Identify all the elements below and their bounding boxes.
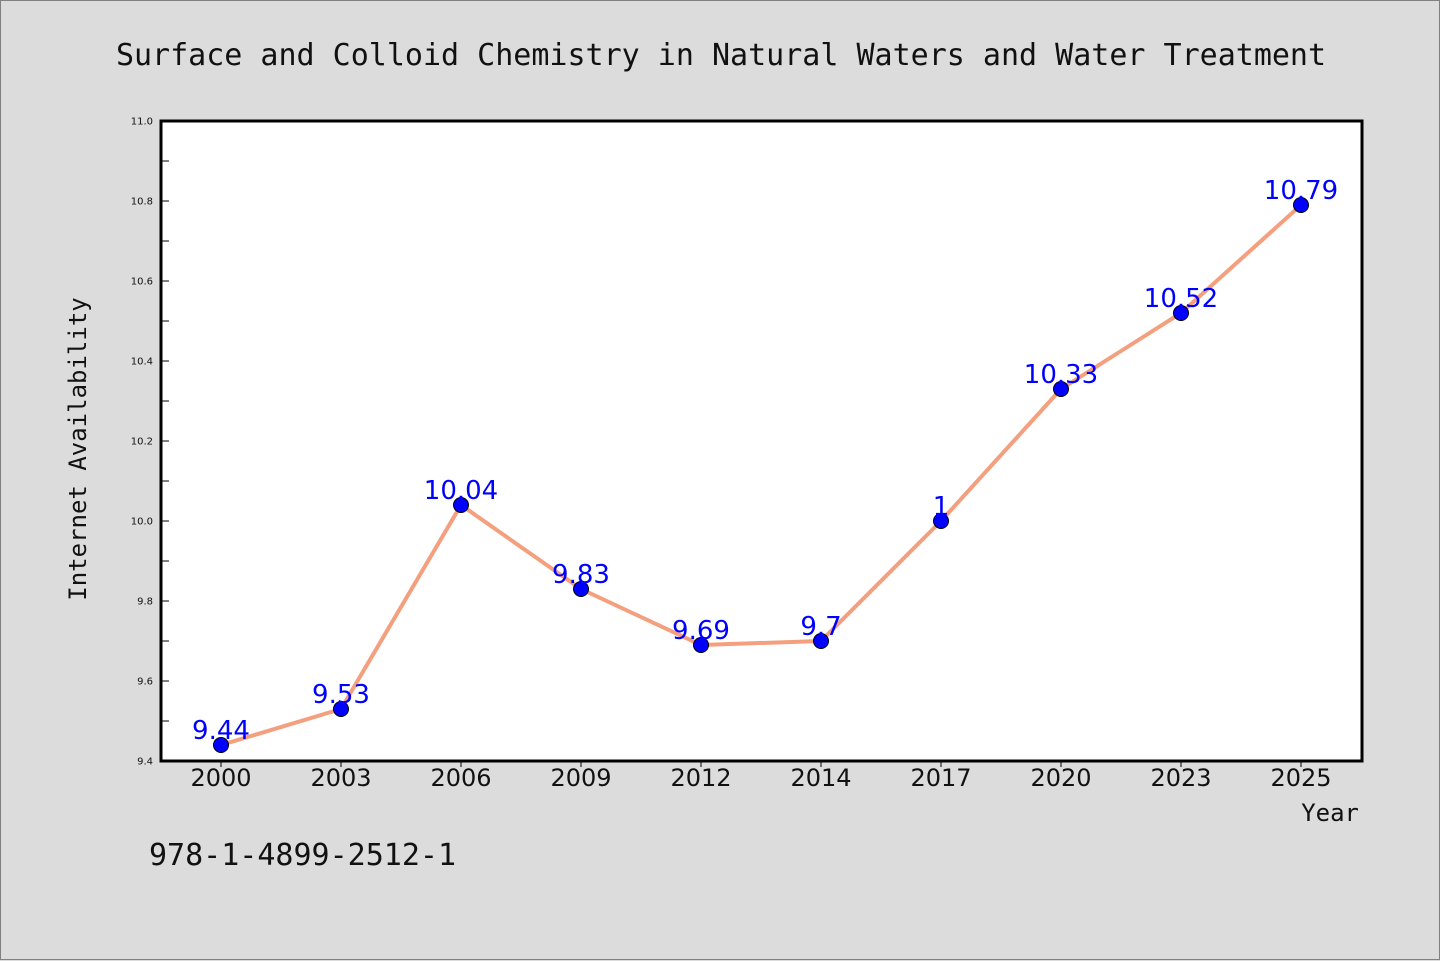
series-group [213, 197, 1309, 753]
data-point [813, 633, 829, 649]
plot-area [159, 119, 1364, 763]
data-point [933, 513, 949, 529]
isbn-label: 978-1-4899-2512-1 [149, 838, 456, 873]
y-axis: 9.4 9.6 9.8 10.0 10.2 10.4 10.6 10.8 11.0 [131, 117, 169, 768]
y-tick-label: 10.0 [131, 517, 153, 528]
x-axis: 2000 2003 2006 2009 2012 2014 2017 2020 2023 2025 [190, 761, 1332, 792]
y-axis-title: Internet Availability [64, 297, 92, 600]
y-tick-label: 9.6 [137, 677, 153, 688]
data-label: 9.7 [800, 612, 841, 642]
data-point [453, 497, 469, 513]
chart-title: Surface and Colloid Chemistry in Natural… [116, 38, 1326, 73]
x-tick-label: 2020 [1030, 764, 1091, 792]
data-point [693, 637, 709, 653]
y-tick-label: 9.4 [137, 757, 153, 768]
data-label: 10.04 [424, 476, 498, 506]
x-tick-label: 2009 [550, 764, 611, 792]
data-labels: 9.44 9.53 10.04 9.83 9.69 9.7 1 10.33 10.52 10.79 [192, 176, 1338, 746]
data-label: 9.69 [672, 616, 730, 646]
data-label: 10.79 [1264, 176, 1338, 206]
data-point [213, 737, 229, 753]
y-tick-label: 9.8 [137, 597, 153, 608]
y-tick-label: 10.6 [131, 277, 153, 288]
x-tick-label: 2014 [790, 764, 851, 792]
data-label: 1 [933, 492, 950, 522]
series-line [220, 203, 1303, 747]
data-label: 10.52 [1144, 284, 1218, 314]
y-tick-label: 10.2 [131, 437, 153, 448]
data-label: 9.53 [312, 680, 370, 710]
x-tick-label: 2000 [190, 764, 251, 792]
x-tick-label: 2012 [670, 764, 731, 792]
y-tick-label: 11.0 [131, 117, 153, 128]
x-axis-title: Year [1301, 799, 1359, 827]
data-point [1293, 197, 1309, 213]
data-point [1053, 381, 1069, 397]
x-tick-label: 2003 [310, 764, 371, 792]
data-label: 10.33 [1024, 360, 1098, 390]
x-tick-label: 2025 [1270, 764, 1331, 792]
x-tick-label: 2023 [1150, 764, 1211, 792]
data-point [573, 581, 589, 597]
data-point [333, 701, 349, 717]
x-tick-label: 2017 [910, 764, 971, 792]
data-label: 9.83 [552, 560, 610, 590]
x-tick-label: 2006 [430, 764, 491, 792]
data-label: 9.44 [192, 716, 250, 746]
y-tick-label: 10.4 [131, 357, 153, 368]
y-tick-label: 10.8 [131, 197, 153, 208]
data-point [1173, 305, 1189, 321]
